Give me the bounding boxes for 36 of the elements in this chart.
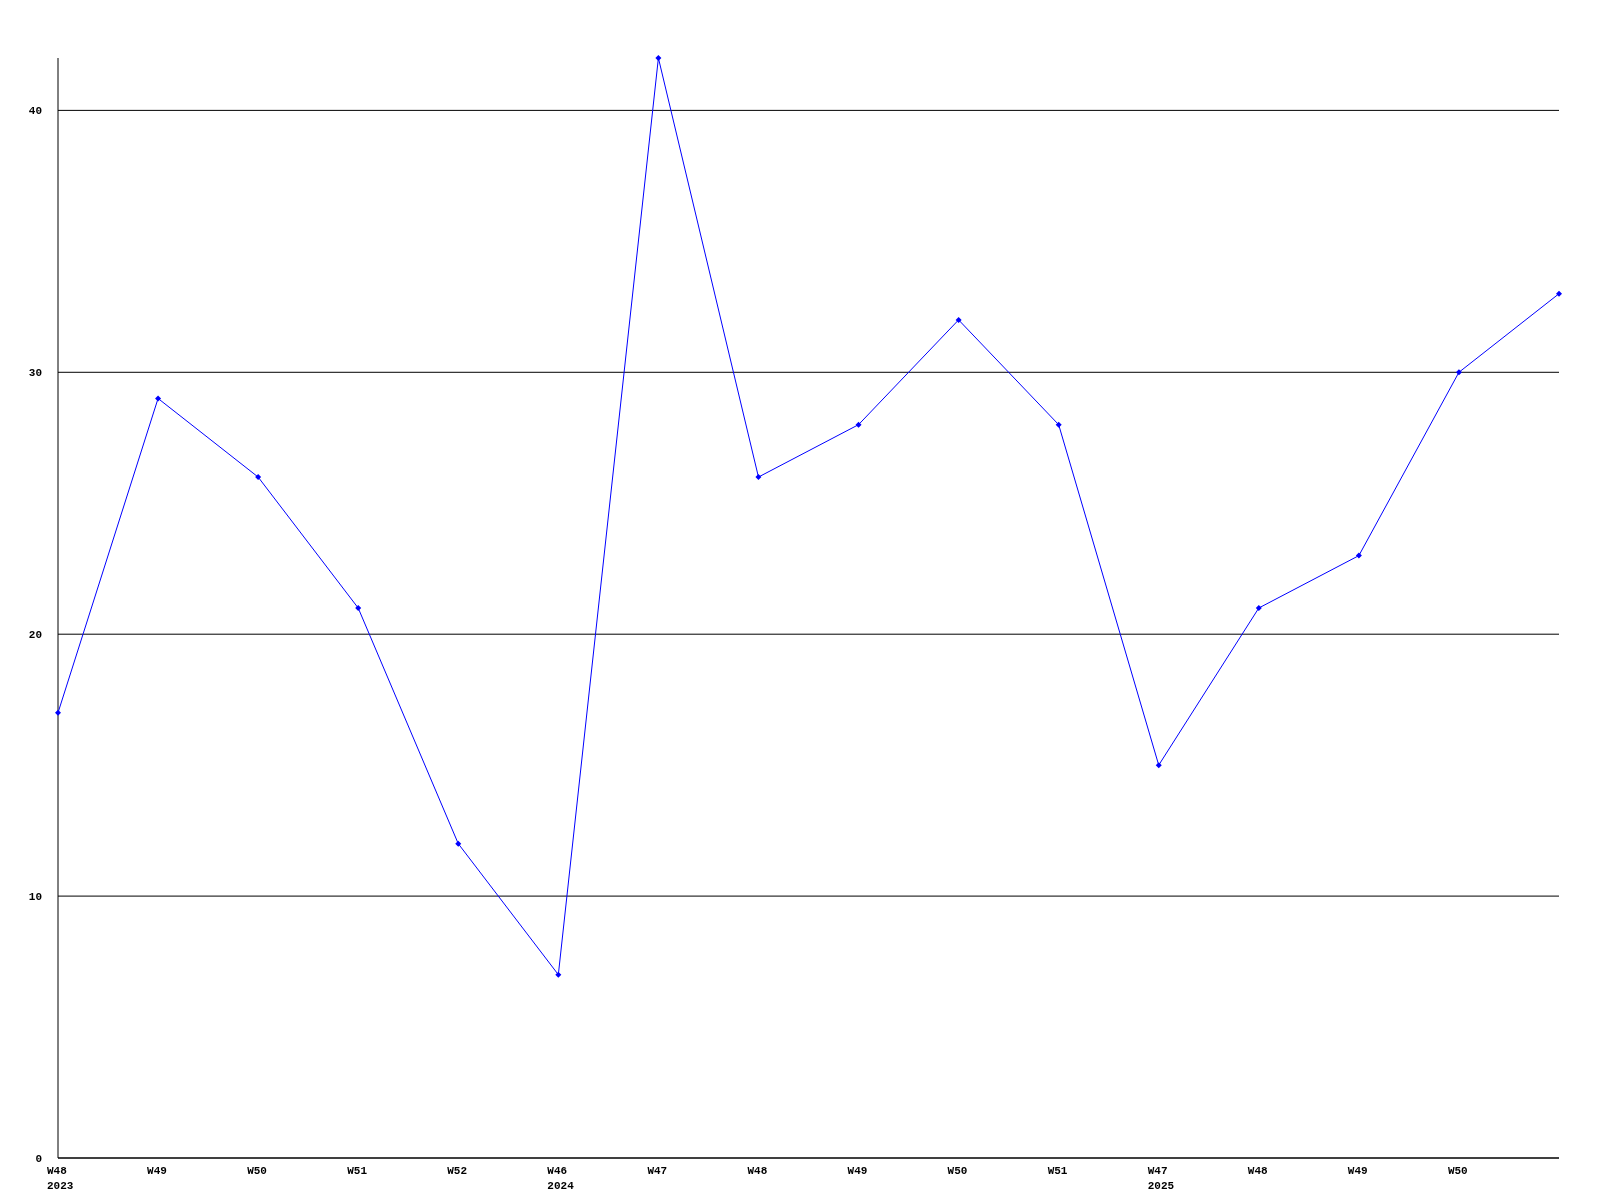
x-tick-label: W50 (947, 1165, 968, 1177)
x-tick-label: W47 2025 (1147, 1165, 1175, 1192)
x-tick-label: W48 (1247, 1165, 1268, 1177)
y-tick-label: 40 (28, 105, 42, 118)
point (155, 395, 162, 402)
x-tick-label: W48 (747, 1165, 768, 1177)
x-tick-label: W52 (447, 1165, 468, 1177)
point (1255, 605, 1262, 611)
point (1155, 762, 1162, 769)
x-tick-label: W49 (847, 1165, 868, 1177)
x-tick-label: W50 (247, 1165, 267, 1177)
x-tick-label: W51 (1047, 1165, 1068, 1177)
y-tick-label: 0 (35, 1153, 42, 1165)
x-tick-label: W49 (1347, 1165, 1368, 1177)
x-tick-label: W49 (147, 1165, 167, 1177)
x-tick-label: W50 (1447, 1165, 1468, 1177)
x-tick-label: W46 2024 (547, 1165, 575, 1192)
y-tick-label: 20 (28, 629, 42, 642)
point (755, 474, 762, 481)
point (55, 709, 61, 716)
y-tick-label: 10 (28, 891, 42, 904)
point (1455, 369, 1462, 376)
x-tick-label: W51 (347, 1165, 368, 1177)
x-tick-label: W47 (647, 1165, 668, 1177)
point (1055, 421, 1062, 428)
point (455, 840, 462, 847)
point (1556, 290, 1562, 297)
point (555, 971, 562, 978)
x-tick-label: W48 2023 (47, 1165, 74, 1192)
point (355, 605, 362, 611)
y-tick-label: 30 (28, 367, 42, 380)
point (655, 55, 662, 61)
point (955, 316, 962, 323)
point (855, 421, 862, 428)
point (1355, 552, 1362, 559)
point (255, 474, 262, 481)
